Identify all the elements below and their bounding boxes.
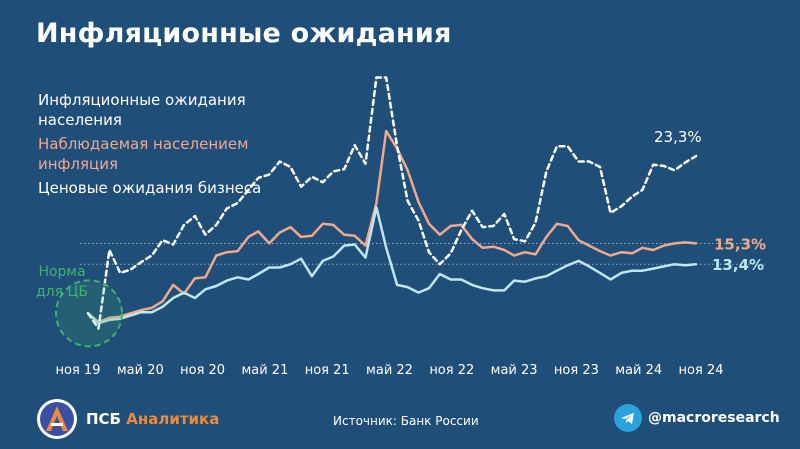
x-tick-label: май 24 xyxy=(615,363,662,378)
x-tick-label: ноя 21 xyxy=(305,363,350,378)
brand-accent: Аналитика xyxy=(126,410,220,428)
end-label-1: 15,3% xyxy=(714,235,766,253)
telegram-icon[interactable] xyxy=(614,404,642,432)
norm-annotation-label: для ЦБ xyxy=(36,284,88,300)
series-households-line xyxy=(86,76,698,330)
legend-households: Инфляционные ожидания населения xyxy=(38,91,246,129)
end-label-0: 23,3% xyxy=(654,128,702,146)
x-tick-label: ноя 22 xyxy=(429,363,474,378)
series-observed-line xyxy=(86,129,698,324)
x-tick-label: ноя 24 xyxy=(679,363,724,378)
psb-logo-icon xyxy=(37,399,77,439)
telegram-handle[interactable]: @macroresearch xyxy=(648,410,780,426)
norm-annotation-label: Норма xyxy=(38,264,85,280)
series-business-line xyxy=(86,206,698,325)
x-tick-label: май 21 xyxy=(241,363,288,378)
x-tick-label: май 22 xyxy=(366,363,413,378)
x-tick-label: ноя 20 xyxy=(180,363,225,378)
x-tick-label: май 20 xyxy=(117,363,164,378)
end-label-2: 13,4% xyxy=(712,256,764,274)
x-tick-label: ноя 23 xyxy=(554,363,599,378)
source-note: Источник: Банк России xyxy=(333,414,479,428)
chart-title: Инфляционные ожидания xyxy=(36,18,452,49)
legend-observed: Наблюдаемая населением инфляция xyxy=(38,135,249,173)
x-tick-label: май 23 xyxy=(491,363,538,378)
brand-primary: ПСБ xyxy=(86,410,121,428)
legend-business: Ценовые ожидания бизнеса xyxy=(38,179,262,197)
brand-name: ПСБ Аналитика xyxy=(86,410,219,428)
chart-legend: Инфляционные ожидания населения Наблюдае… xyxy=(38,90,288,202)
norm-target-circle xyxy=(55,279,123,348)
x-tick-label: ноя 19 xyxy=(56,363,101,378)
